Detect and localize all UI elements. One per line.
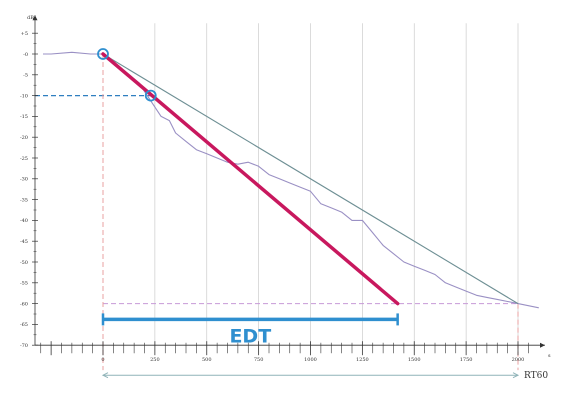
x-tick-label-3: 750 (254, 357, 264, 363)
y-tick-label-7: -30 (20, 177, 28, 183)
rt60-bracket-arrow-right (512, 372, 520, 379)
x-tick-label-5: 1250 (356, 357, 369, 363)
x-tick-label-2: 500 (202, 357, 212, 363)
y-tick-label-12: -55 (20, 281, 28, 287)
x-tick-label-8: 2000 (512, 357, 525, 363)
y-tick-label-11: -50 (20, 260, 28, 266)
rt60-label: RT60 (524, 371, 548, 381)
y-tick-label-15: -70 (20, 343, 28, 349)
y-tick-label-13: -60 (20, 301, 28, 307)
x-tick-label-6: 1500 (408, 357, 421, 363)
grid-layer (154, 23, 519, 346)
rt60-fit-line (102, 53, 519, 305)
x-axis-arrow (540, 342, 545, 348)
y-tick-label-3: -10 (20, 93, 28, 99)
x-tick-label-4: 1000 (304, 357, 317, 363)
x-tick-label-0: 0 (101, 357, 104, 363)
y-tick-label-1: -0 (23, 52, 28, 58)
y-tick-label-2: -5 (23, 73, 28, 79)
rt60-bracket-arrow-left (101, 372, 109, 379)
x-tick-label-1: 250 (150, 357, 160, 363)
axes-layer: +5 -0 -5 -10 -15 -20 -25 -30 -35 -40 -45 -50 -55 -60 -… (20, 15, 545, 363)
edt-marker-point-0 (97, 48, 109, 60)
y-tick-label-14: -65 (20, 322, 28, 328)
decay-curve-line (43, 51, 539, 309)
series-layer (43, 51, 539, 309)
y-tick-label-8: -35 (20, 197, 28, 203)
guide-layer (35, 54, 519, 371)
edt-label: EDT (229, 325, 271, 347)
x-tick-label-7: 1750 (460, 357, 473, 363)
y-tick-label-4: -15 (20, 114, 28, 120)
edt-fit-line (101, 52, 400, 306)
annotation-layer (97, 48, 520, 379)
y-tick-label-0: +5 (21, 31, 28, 37)
y-tick-label-9: -40 (20, 218, 28, 224)
y-axis-unit-label: dB (27, 15, 34, 21)
x-axis-unit-label: s (548, 353, 551, 359)
y-tick-label-5: -20 (20, 135, 28, 141)
y-tick-label-10: -45 (20, 239, 28, 245)
y-tick-label-6: -25 (20, 156, 28, 162)
y-axis-arrow (32, 15, 38, 21)
edt-marker-point-1 (144, 89, 157, 102)
